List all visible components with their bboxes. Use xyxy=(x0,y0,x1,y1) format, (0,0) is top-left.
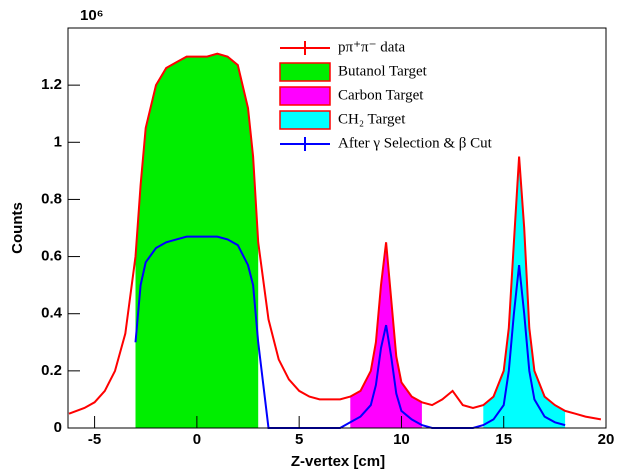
y-tick-label: 0.6 xyxy=(41,248,62,265)
legend-swatch xyxy=(279,86,331,106)
legend-swatch xyxy=(279,110,331,130)
x-tick-label: 15 xyxy=(495,431,512,448)
y-tick-label: 0.8 xyxy=(41,190,62,207)
y-tick-label: 0.4 xyxy=(41,305,63,322)
x-tick-label: 10 xyxy=(393,431,410,448)
line xyxy=(68,52,602,421)
y-tick-label: 0 xyxy=(54,419,62,436)
legend-label: Butanol Target xyxy=(338,63,428,79)
legend-label: pπ⁺π⁻ data xyxy=(338,39,406,55)
area xyxy=(483,156,566,428)
legend-swatch xyxy=(279,62,331,82)
y-tick-label: 1 xyxy=(54,133,62,150)
line xyxy=(134,235,566,429)
y-exponent: 10⁶ xyxy=(80,7,104,24)
y-tick-label: 1.2 xyxy=(41,76,62,93)
x-axis-title: Z-vertex [cm] xyxy=(291,453,385,470)
area xyxy=(350,242,422,428)
plot-frame xyxy=(67,27,607,429)
x-tick-label: -5 xyxy=(88,431,101,448)
x-tick-label: 0 xyxy=(193,431,201,448)
legend-label: Carbon Target xyxy=(338,87,424,103)
x-tick-label: 5 xyxy=(295,431,303,448)
y-tick-label: 0.2 xyxy=(41,362,62,379)
y-axis-title: Counts xyxy=(9,202,26,254)
legend-label: CH₂ Target xyxy=(338,111,406,127)
legend-label: After γ Selection & β Cut xyxy=(338,135,493,151)
area xyxy=(135,53,259,428)
x-tick-label: 20 xyxy=(598,431,615,448)
